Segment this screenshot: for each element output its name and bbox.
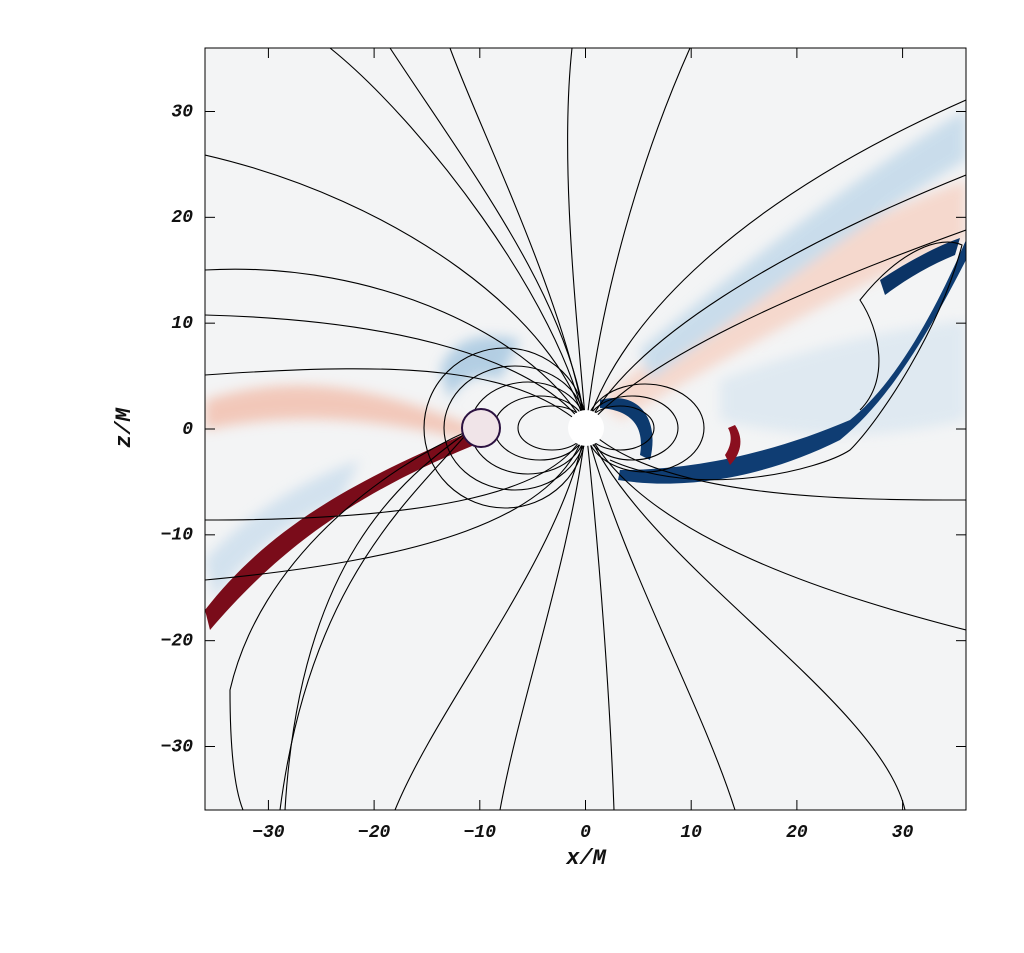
x-tick-label: 0 [580, 823, 591, 843]
y-tick-label: 0 [182, 420, 193, 440]
y-tick-label: 20 [171, 208, 193, 228]
field-image [205, 48, 966, 810]
x-axis-label: x/M [565, 846, 606, 871]
y-tick-label: −30 [161, 737, 194, 757]
y-tick-label: −10 [161, 526, 194, 546]
x-tick-label: −30 [252, 823, 285, 843]
y-tick-label: 30 [171, 102, 193, 122]
x-tick-label: 20 [786, 823, 808, 843]
x-tick-label: 10 [680, 823, 702, 843]
y-axis-label: z/M [112, 407, 137, 447]
x-tick-label: −20 [358, 823, 391, 843]
x-tick-label: −10 [464, 823, 497, 843]
axes: −30 −20 −10 0 10 20 30 −30 −20 −10 0 10 20 30 [161, 48, 966, 843]
y-tick-label: −20 [161, 631, 194, 651]
x-tick-label: 30 [892, 823, 914, 843]
y-tick-label: 10 [171, 314, 193, 334]
